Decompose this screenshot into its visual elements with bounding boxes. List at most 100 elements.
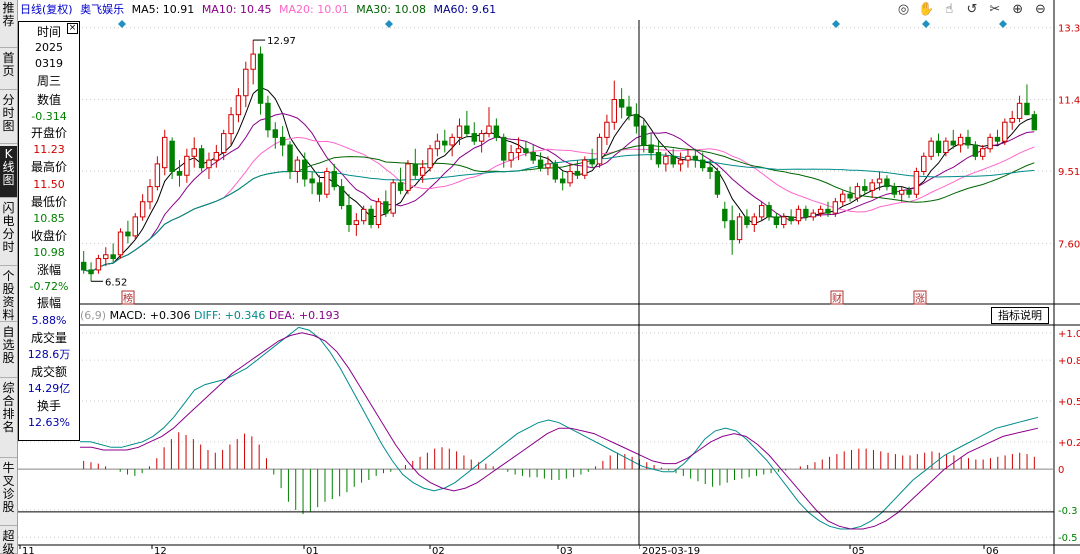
event-diamond-icon [922, 20, 930, 28]
ma-header: 日线(复权) 奥飞娱乐 MA5: 10.91 MA10: 10.45 MA20:… [20, 2, 500, 18]
nav-item-1[interactable]: 首页 [0, 50, 17, 90]
candle-body [162, 136, 168, 169]
candle-body [206, 159, 212, 169]
eye-icon[interactable]: ◎ [897, 2, 910, 17]
turnover-value: 14.29亿 [27, 382, 71, 395]
value-value: -0.314 [31, 110, 67, 123]
nav-item-3[interactable]: K线图 [0, 146, 17, 198]
ma5-line [83, 86, 1035, 273]
candle-body [220, 133, 227, 154]
dea-line [80, 332, 1039, 530]
nav-item-6[interactable]: 自选股 [0, 324, 17, 378]
candle-body [574, 170, 581, 176]
candle-body [434, 140, 441, 150]
high-label: 最高价 [30, 160, 67, 174]
time-label: 时间 [36, 25, 61, 39]
x-tick-label: 01 [306, 546, 319, 554]
nav-item-8[interactable]: 牛叉诊股 [0, 460, 17, 526]
zoom-in-icon[interactable]: ⊕ [1012, 2, 1024, 17]
candle-body [943, 140, 949, 154]
candle-body [486, 125, 492, 135]
candle-body [913, 170, 920, 195]
stock-name: 奥飞娱乐 [80, 3, 125, 16]
candle-body [198, 148, 205, 169]
candle-body [559, 178, 566, 184]
cut-icon[interactable]: ✂ [989, 2, 1001, 17]
left-nav: 推荐首页分时图 K线图闪电分时个股资料自选股综合排名牛叉诊股超级 [0, 0, 18, 554]
nav-item-4[interactable]: 闪电分时 [0, 200, 17, 266]
candle-body [412, 163, 419, 176]
event-diamond-icon [832, 20, 840, 28]
hand-icon[interactable]: ✋ [918, 2, 935, 17]
candle-body [633, 114, 640, 127]
hand-pointer-icon[interactable]: ☝ [945, 2, 954, 17]
low-value: 10.85 [33, 212, 65, 225]
nav-item-label: 推荐 [2, 1, 15, 28]
nav-item-7[interactable]: 综合排名 [0, 380, 17, 458]
candle-body [972, 144, 979, 157]
candle-body [405, 163, 411, 191]
candle-body [191, 148, 197, 157]
candle-body [1002, 121, 1008, 142]
candle-body [884, 178, 890, 188]
candle-body [478, 133, 485, 142]
nav-item-label: K线图 [2, 147, 15, 187]
candle-body [957, 136, 964, 146]
x-tick-label: 03 [560, 546, 573, 554]
x-tick-label: 2025-03-19 [642, 546, 700, 554]
open-label: 开盘价 [30, 126, 67, 140]
candle-body [552, 163, 559, 180]
macd-tick-label: -0.3 [1058, 506, 1078, 517]
candle-body [589, 159, 595, 165]
indicator-help-button[interactable]: 指标说明 [991, 307, 1049, 324]
ma30-line [83, 144, 1035, 273]
candle-body [869, 182, 875, 191]
amplitude-label: 振幅 [36, 296, 61, 310]
candle-body [935, 140, 942, 154]
nav-item-5[interactable]: 个股资料 [0, 268, 17, 322]
nav-item-2[interactable]: 分时图 [0, 92, 17, 144]
event-badge [913, 290, 927, 305]
amplitude-value: 5.88% [31, 314, 67, 327]
candle-body [744, 216, 750, 225]
candle-body [980, 148, 986, 157]
volume-value: 128.6万 [27, 348, 71, 361]
close-icon[interactable]: × [67, 23, 78, 34]
candle-body [176, 170, 183, 176]
chart-area[interactable]: 13.3 11.4 9.51 7.60 12.97 6.52 榜 财 涨 +1.0 +0.8 +0.5… [18, 0, 1080, 554]
candle-body [456, 125, 463, 138]
candle-body [758, 205, 765, 218]
candle-body [132, 216, 138, 237]
period-label[interactable]: 日线(复权) [20, 3, 73, 16]
candle-body [530, 152, 536, 161]
ma10-value: MA10: 10.45 [201, 3, 272, 16]
candle-body [493, 125, 500, 138]
candle-body [611, 99, 617, 123]
candle-body [338, 186, 345, 207]
ma5-value: MA5: 10.91 [131, 3, 195, 16]
candle-body [449, 136, 455, 146]
candle-body [648, 144, 654, 154]
nav-item-9[interactable]: 超级 [0, 528, 17, 554]
candle-body [103, 254, 109, 260]
candle-body [825, 208, 831, 214]
zoom-out-icon[interactable]: ⊖ [1035, 2, 1046, 17]
candle-body [110, 254, 116, 260]
nav-item-0[interactable]: 推荐 [0, 0, 17, 48]
macd-tick-label: +0.5 [1058, 397, 1080, 408]
candle-body [854, 186, 861, 199]
candle-body [272, 129, 278, 138]
candle-body [537, 159, 544, 169]
undo-icon[interactable]: ↺ [966, 2, 978, 17]
change-value: -0.72% [29, 280, 69, 293]
candle-body [257, 53, 264, 104]
macd-tick-label: +0.8 [1058, 356, 1080, 367]
candle-body [302, 159, 308, 180]
candle-body [928, 140, 934, 157]
candle-body [766, 205, 772, 218]
kline-chart-svg[interactable]: 13.3 11.4 9.51 7.60 12.97 6.52 榜 财 涨 +1.0 +0.8 +0.5… [18, 0, 1080, 554]
candle-body [419, 167, 426, 176]
nav-item-label: 综合排名 [2, 381, 15, 434]
event-badge-label: 财 [832, 292, 842, 305]
candle-body [80, 261, 87, 271]
